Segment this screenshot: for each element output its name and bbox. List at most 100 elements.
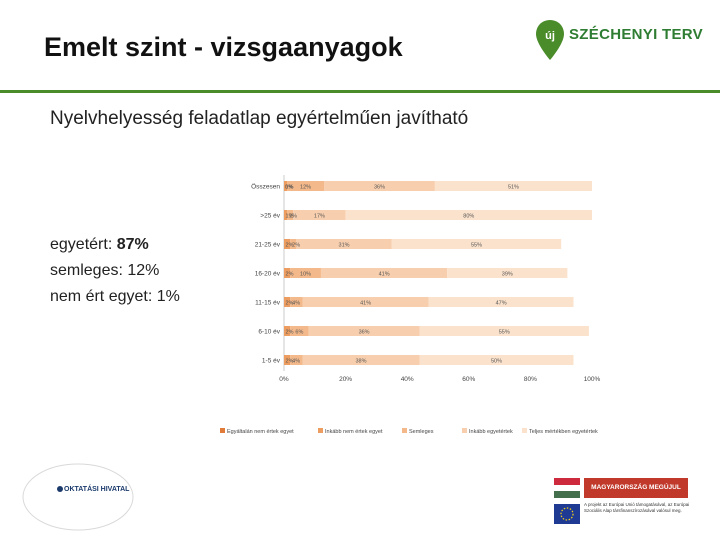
data-label: 55% [471, 242, 482, 248]
logo-text: SZÉCHENYI TERV [569, 26, 703, 43]
bar-segment [287, 181, 325, 191]
bar-segment [290, 326, 309, 336]
bar-segment [290, 297, 303, 307]
data-label: 51% [508, 184, 519, 190]
bar-segment [302, 355, 420, 365]
data-label: 4% [292, 300, 300, 306]
data-label: 0% [285, 184, 293, 190]
bar-segment [428, 297, 574, 307]
data-label: 2% [286, 271, 294, 277]
data-label: 50% [491, 358, 502, 364]
bar-segment [296, 239, 392, 249]
title-divider [0, 90, 720, 93]
legend-label: Inkább nem értek egyet [325, 429, 383, 435]
legend-swatch [402, 428, 407, 433]
bar-segment [290, 355, 303, 365]
hungarian-flag-icon [554, 478, 580, 498]
x-tick-label: 40% [401, 376, 414, 383]
category-label: 11-15 év [255, 300, 281, 307]
eu-flag-icon [554, 504, 580, 524]
oktatasi-hivatal-logo-icon [22, 463, 134, 531]
data-label: 2% [286, 329, 294, 335]
data-label: 31% [339, 242, 350, 248]
data-label: 36% [359, 329, 370, 335]
bar-segment [284, 181, 288, 191]
summary-agree-value: 87% [116, 236, 149, 253]
bar-segment [284, 355, 291, 365]
chart-category-labels: Összesen >25 év 21-25 év 16-20 év 11-15 év 6-… [251, 183, 281, 365]
legend-swatch [220, 428, 225, 433]
data-label: 41% [379, 271, 390, 277]
bar-segment [284, 297, 291, 307]
category-label: >25 év [260, 213, 280, 220]
bar-segment [290, 239, 297, 249]
bar-segment [419, 355, 574, 365]
category-label: 1-5 év [262, 358, 281, 365]
data-label: 80% [463, 213, 474, 219]
category-label: 16-20 év [255, 271, 281, 278]
legend-swatch [522, 428, 527, 433]
x-tick-label: 0% [279, 376, 289, 383]
legend-label: Teljes mértékben egyetértek [529, 429, 598, 435]
legend-swatch [318, 428, 323, 433]
chart-data-labels: 0%1% 12% 36% 51%1%2% 17% 80%2%2% 31% 55%2% 10% 41… [285, 184, 519, 364]
stacked-bar-chart: 0%1% 12% 36% 51%1%2% 17% 80%2%2% 31% 55%2% 10% 41… [220, 175, 601, 435]
szechenyi-logo-icon: új [536, 20, 564, 60]
bar-segment [391, 239, 562, 249]
data-label: 1% [286, 184, 294, 190]
chart-x-ticks: 0% 20% 40% 60% 80% 100% [279, 376, 600, 383]
eu-funding-note: A projekt az Európai Unió támogatásával,… [584, 502, 690, 513]
summary-agree: egyetért: 87% [50, 232, 180, 258]
data-label: 55% [499, 329, 510, 335]
data-label: 2% [286, 358, 294, 364]
bar-segment [419, 326, 589, 336]
chart-legend: Egyáltalán nem értek egyet Inkább nem ért… [220, 428, 598, 435]
data-label: 2% [289, 213, 297, 219]
data-label: 1% [286, 213, 294, 219]
bar-segment [290, 268, 321, 278]
data-label: 38% [355, 358, 366, 364]
data-label: 2% [292, 242, 300, 248]
category-label: 21-25 év [255, 242, 281, 249]
legend-label: Egyáltalán nem értek egyet [227, 429, 294, 435]
data-label: 12% [300, 184, 311, 190]
data-label: 39% [502, 271, 513, 277]
banner: MAGYARORSZÁG MEGÚJUL [584, 478, 688, 498]
category-label: 6-10 év [258, 329, 280, 336]
data-label: 2% [286, 300, 294, 306]
data-label: 6% [295, 329, 303, 335]
data-label: 17% [314, 213, 325, 219]
bar-segment [324, 181, 435, 191]
bar-segment [345, 210, 592, 220]
data-label: 36% [374, 184, 385, 190]
bar-segment [447, 268, 568, 278]
legend-label: Inkább egyetértek [469, 429, 513, 435]
slide-title: Emelt szint - vizsgaanyagok [44, 32, 403, 62]
bar-segment [293, 210, 346, 220]
x-tick-label: 60% [462, 376, 475, 383]
x-tick-label: 80% [524, 376, 537, 383]
data-label: 2% [286, 242, 294, 248]
bar-segment [287, 210, 294, 220]
summary-text: egyetért: 87% semleges: 12% nem ért egye… [50, 232, 180, 310]
data-label: 41% [360, 300, 371, 306]
x-tick-label: 20% [339, 376, 352, 383]
data-label: 47% [496, 300, 507, 306]
summary-neutral: semleges: 12% [50, 262, 160, 279]
data-label: 4% [292, 358, 300, 364]
bar-segment [284, 239, 291, 249]
bar-segment [320, 268, 448, 278]
bar-segment [302, 297, 429, 307]
bar-segment [308, 326, 420, 336]
bar-segment [434, 181, 592, 191]
x-tick-label: 100% [584, 376, 601, 383]
logo-mark: új [545, 30, 555, 42]
slide-subtitle: Nyelvhelyesség feladatlap egyértelműen j… [50, 108, 469, 129]
summary-disagree: nem ért egyet: 1% [50, 288, 180, 305]
legend-swatch [462, 428, 467, 433]
summary-agree-label: egyetért: [50, 236, 117, 253]
bar-segment [284, 210, 288, 220]
data-label: 10% [300, 271, 311, 277]
category-label: Összesen [251, 183, 280, 191]
agency-name: OKTATÁSI HIVATAL [64, 486, 130, 493]
